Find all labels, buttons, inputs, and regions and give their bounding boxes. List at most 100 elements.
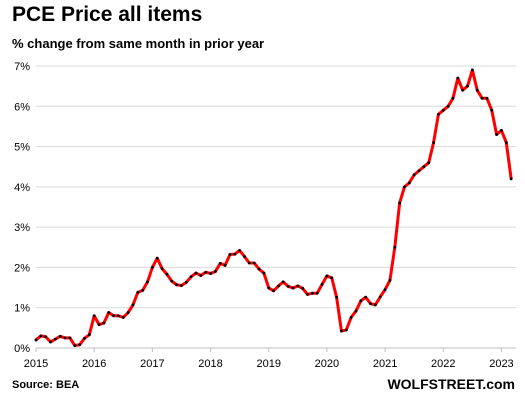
data-point bbox=[92, 314, 96, 318]
y-tick-label: 3% bbox=[14, 222, 30, 234]
data-point bbox=[456, 76, 460, 80]
data-point bbox=[58, 334, 62, 338]
data-point bbox=[315, 291, 319, 295]
data-point bbox=[364, 295, 368, 299]
data-point bbox=[509, 177, 513, 181]
x-tick-label: 2023 bbox=[489, 358, 513, 370]
data-point bbox=[121, 315, 125, 319]
data-point bbox=[165, 272, 169, 276]
x-tick-label: 2017 bbox=[140, 358, 164, 370]
data-point bbox=[233, 252, 237, 256]
data-point bbox=[422, 165, 426, 169]
x-tick-label: 2015 bbox=[24, 358, 48, 370]
data-point bbox=[175, 283, 179, 287]
data-point bbox=[398, 201, 402, 205]
data-point bbox=[180, 284, 183, 287]
data-point bbox=[252, 261, 256, 265]
data-point bbox=[340, 329, 343, 333]
data-point bbox=[403, 185, 406, 189]
data-point bbox=[155, 256, 159, 260]
x-tick-label: 2022 bbox=[431, 358, 455, 370]
data-point bbox=[495, 133, 499, 136]
data-point bbox=[160, 267, 164, 271]
data-point bbox=[223, 264, 227, 267]
data-point bbox=[437, 112, 440, 116]
source-note: Source: BEA bbox=[12, 379, 80, 391]
data-point bbox=[335, 295, 339, 299]
data-point bbox=[257, 267, 261, 271]
data-point bbox=[325, 274, 329, 278]
x-tick-label: 2020 bbox=[315, 358, 339, 370]
data-point bbox=[218, 262, 222, 265]
data-point bbox=[427, 161, 431, 165]
data-point bbox=[73, 344, 77, 347]
x-axis-ticks: 2015 2016 2017 2018 2019 2020 2021 2022 2023 bbox=[24, 347, 516, 370]
data-point bbox=[68, 336, 72, 340]
data-point bbox=[320, 282, 324, 286]
data-point bbox=[78, 343, 82, 347]
series-line bbox=[34, 68, 513, 348]
y-tick-label: 6% bbox=[14, 101, 30, 113]
x-tick-label: 2016 bbox=[82, 358, 106, 370]
data-point bbox=[291, 286, 295, 290]
data-point bbox=[286, 284, 290, 288]
data-point bbox=[504, 141, 508, 144]
y-tick-label: 2% bbox=[14, 262, 30, 274]
data-point bbox=[209, 272, 212, 275]
data-point bbox=[243, 255, 246, 258]
data-point bbox=[432, 141, 435, 144]
y-tick-label: 7% bbox=[14, 61, 30, 73]
data-point bbox=[369, 302, 372, 306]
y-tick-label: 5% bbox=[14, 142, 30, 154]
data-point bbox=[461, 88, 465, 92]
y-tick-label: 4% bbox=[14, 182, 30, 194]
y-tick-label: 1% bbox=[14, 303, 30, 315]
data-point bbox=[53, 337, 57, 341]
data-point bbox=[34, 338, 38, 342]
data-point bbox=[388, 278, 392, 282]
data-point bbox=[281, 280, 285, 284]
data-point bbox=[500, 129, 503, 132]
data-point bbox=[117, 314, 120, 318]
data-point bbox=[417, 169, 421, 173]
data-point bbox=[170, 279, 174, 283]
data-point bbox=[378, 295, 382, 299]
data-point bbox=[407, 181, 411, 185]
data-point bbox=[189, 275, 193, 279]
data-point bbox=[480, 96, 484, 100]
data-point bbox=[63, 336, 67, 340]
data-point bbox=[466, 84, 469, 88]
data-point bbox=[451, 96, 455, 100]
data-point bbox=[272, 289, 275, 293]
x-tick-label: 2019 bbox=[256, 358, 280, 370]
data-point bbox=[102, 321, 106, 325]
data-point bbox=[150, 266, 154, 269]
data-point bbox=[330, 276, 334, 280]
chart-subtitle: % change from same month in prior year bbox=[12, 36, 265, 51]
data-point bbox=[267, 286, 271, 290]
y-axis-ticks: 0% 1% 2% 3% 4% 5% 6% 7% bbox=[14, 61, 30, 355]
brand-label: WOLFSTREET.com bbox=[387, 376, 515, 392]
data-point bbox=[194, 271, 198, 275]
data-point bbox=[204, 270, 208, 274]
data-point bbox=[470, 68, 474, 72]
chart-title: PCE Price all items bbox=[12, 3, 203, 26]
y-tick-label: 0% bbox=[14, 343, 30, 355]
data-point bbox=[310, 291, 314, 295]
data-point bbox=[262, 271, 266, 275]
data-point bbox=[87, 333, 91, 337]
data-point bbox=[97, 323, 101, 327]
x-tick-label: 2021 bbox=[373, 358, 397, 370]
data-point bbox=[83, 336, 86, 340]
data-point bbox=[296, 284, 300, 288]
data-point bbox=[393, 245, 397, 249]
data-point bbox=[49, 340, 52, 344]
data-point bbox=[131, 303, 135, 307]
data-point bbox=[238, 249, 242, 252]
data-point bbox=[107, 311, 111, 314]
data-point bbox=[301, 286, 305, 290]
data-point bbox=[475, 88, 479, 92]
data-point bbox=[485, 96, 489, 100]
data-point bbox=[277, 284, 280, 288]
